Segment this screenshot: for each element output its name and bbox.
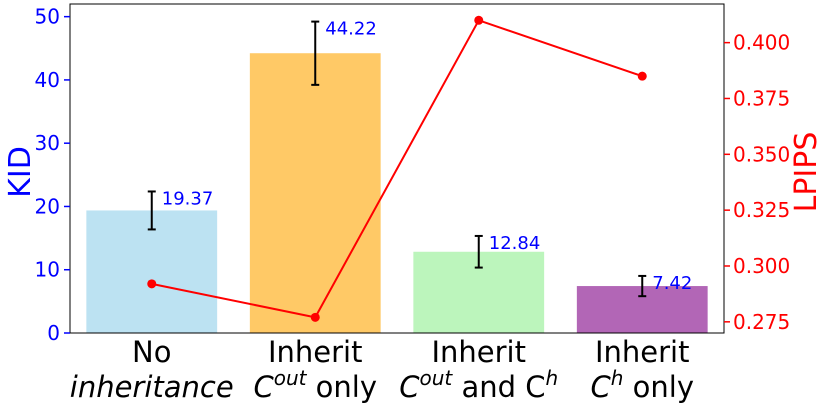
category-label-line1: Inherit xyxy=(431,335,526,369)
kid-bar xyxy=(86,210,218,333)
right-tick-label: 0.275 xyxy=(733,310,790,334)
kid-value-label: 7.42 xyxy=(652,273,692,294)
category-label-line2: Cout only xyxy=(253,366,377,404)
category-label-line1: Inherit xyxy=(595,335,690,369)
left-tick-label: 50 xyxy=(35,5,60,29)
right-tick-label: 0.350 xyxy=(733,142,790,166)
right-axis-title: LPIPS xyxy=(789,132,824,213)
lpips-series xyxy=(147,15,647,322)
right-tick-label: 0.325 xyxy=(733,198,790,222)
kid-error-bar xyxy=(638,274,647,298)
kid-bar xyxy=(249,53,381,334)
left-tick-label: 0 xyxy=(47,321,60,345)
lpips-line xyxy=(151,19,643,319)
left-tick-label: 30 xyxy=(35,131,60,155)
left-axis-title: KID xyxy=(3,146,38,198)
kid-error-bar xyxy=(474,234,483,269)
right-axis-ticks: 0.275 0.300 0.325 0.350 0.375 0.400 xyxy=(724,31,790,334)
kid-value-label: 12.84 xyxy=(489,233,541,254)
category-label-line1: Inherit xyxy=(268,335,363,369)
lpips-point xyxy=(474,15,484,25)
left-tick-label: 10 xyxy=(35,258,60,282)
left-tick-label: 40 xyxy=(35,68,60,92)
kid-value-label: 44.22 xyxy=(325,19,377,40)
kid-value-label: 19.37 xyxy=(162,188,214,209)
plot-frame xyxy=(69,3,725,334)
lpips-point xyxy=(310,312,320,322)
left-axis-ticks: 0 10 20 30 40 50 xyxy=(35,5,70,345)
lpips-point xyxy=(637,71,647,81)
kid-error-bars xyxy=(147,20,647,298)
right-tick-label: 0.375 xyxy=(733,86,790,110)
right-tick-label: 0.400 xyxy=(733,31,790,55)
kid-error-bar xyxy=(147,190,156,231)
right-tick-label: 0.300 xyxy=(733,254,790,278)
category-label-line2: Ch only xyxy=(591,366,695,404)
category-label-line2: Cout and Ch xyxy=(399,366,558,404)
category-label-line1: No xyxy=(132,335,171,369)
lpips-point xyxy=(147,279,157,289)
kid-error-bar xyxy=(311,20,320,86)
left-tick-label: 20 xyxy=(35,194,60,218)
kid-value-labels: 19.37 44.22 12.84 7.42 xyxy=(162,19,693,294)
category-label-line2: inheritance xyxy=(70,370,234,404)
